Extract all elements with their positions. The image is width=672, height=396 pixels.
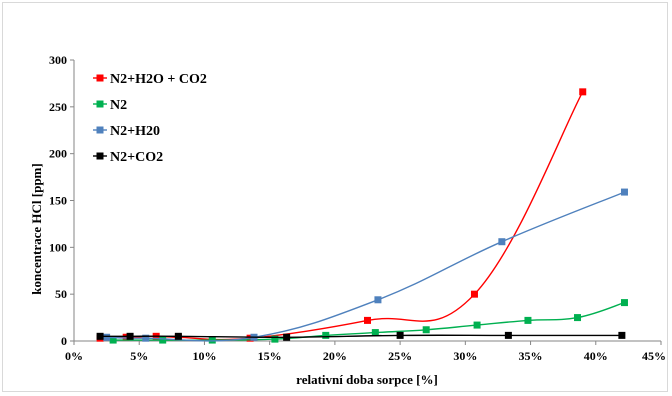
x-tick-label: 40%: [584, 349, 608, 363]
x-tick-label: 25%: [388, 349, 412, 363]
x-tick-label: 35%: [519, 349, 543, 363]
x-tick-label: 15%: [258, 349, 282, 363]
y-tick-label: 150: [49, 194, 67, 208]
series-1: [96, 88, 587, 342]
data-point-marker: [109, 336, 117, 344]
data-point-marker: [142, 334, 150, 342]
x-tick-label: 20%: [323, 349, 347, 363]
data-point-marker: [579, 88, 587, 96]
y-tick-label: 0: [61, 334, 67, 348]
data-point-marker: [364, 316, 371, 324]
y-axis-title: koncentrace HCl [ppm]: [29, 163, 44, 294]
data-point-marker: [620, 188, 628, 196]
legend-marker: [96, 74, 104, 82]
y-axis-ticks: 0 50 100 150 200 250 300: [49, 53, 74, 348]
chart-frame: 0 50 100 150 200 250 300 0% 5% 10% 15% 20% 25% 30% 35…: [2, 2, 668, 392]
data-point-marker: [470, 290, 478, 298]
data-point-marker: [96, 332, 104, 340]
y-tick-label: 250: [49, 100, 67, 114]
legend-item: N2+CO2: [93, 150, 163, 165]
data-point-marker: [618, 331, 626, 339]
data-point-marker: [574, 314, 582, 322]
legend-label: N2+H20: [110, 124, 160, 139]
legend-item: N2+H20: [93, 124, 160, 139]
x-tick-label: 10%: [192, 349, 216, 363]
x-tick-label: 5%: [130, 349, 148, 363]
data-point-marker: [371, 329, 379, 337]
data-point-marker: [374, 296, 382, 304]
x-tick-label: 45%: [642, 349, 666, 363]
plot-area: [73, 60, 661, 342]
legend-label: N2+H2O + CO2: [110, 72, 207, 87]
legend: N2+H2O + CO2 N2 N2+H20 N2+CO2: [93, 72, 207, 165]
data-point-marker: [271, 335, 279, 343]
legend-item: N2+H2O + CO2: [93, 72, 207, 87]
data-point-marker: [174, 332, 182, 340]
y-tick-label: 50: [55, 287, 67, 301]
data-point-marker: [504, 331, 512, 339]
data-point-marker: [322, 331, 330, 339]
data-point-marker: [122, 333, 130, 341]
legend-label: N2: [110, 98, 127, 113]
data-point-marker: [208, 336, 216, 344]
legend-marker: [96, 126, 104, 134]
data-point-marker: [159, 336, 167, 344]
legend-label: N2+CO2: [110, 150, 163, 165]
data-point-marker: [524, 316, 532, 324]
legend-marker: [96, 152, 104, 160]
data-point-marker: [620, 299, 628, 307]
data-point-marker: [283, 333, 291, 341]
series-line: [100, 91, 584, 341]
data-point-marker: [126, 332, 134, 340]
series-layer: [96, 88, 628, 344]
data-point-marker: [498, 238, 506, 246]
series-4: [96, 331, 626, 341]
data-point-marker: [103, 333, 111, 341]
x-tick-label: 0%: [65, 349, 83, 363]
data-point-marker: [422, 326, 430, 334]
hcl-concentration-chart: 0 50 100 150 200 250 300 0% 5% 10% 15% 20% 25% 30% 35…: [29, 53, 666, 387]
y-tick-label: 200: [49, 147, 67, 161]
y-tick-label: 100: [49, 240, 67, 254]
x-axis-title: relativní doba sorpce [%]: [296, 372, 438, 387]
data-point-marker: [396, 331, 404, 339]
legend-marker: [96, 100, 104, 108]
legend-item: N2: [93, 98, 127, 113]
data-point-marker: [473, 321, 481, 329]
x-axis-ticks: 0% 5% 10% 15% 20% 25% 30% 35% 40% 45%: [65, 341, 666, 363]
y-tick-label: 300: [49, 53, 67, 67]
x-tick-label: 30%: [453, 349, 477, 363]
